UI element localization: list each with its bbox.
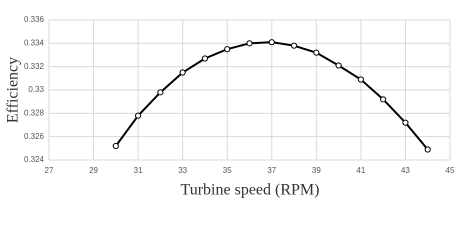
x-tick-label: 41 (356, 166, 365, 175)
marker (424, 146, 431, 153)
y-tick-label: 0.326 (24, 132, 45, 141)
x-tick-label: 27 (45, 166, 54, 175)
chart: Efficiency Turbine speed (RPM) 0.324 0.32… (5, 15, 455, 199)
y-tick-label: 0.334 (24, 38, 45, 47)
marker (201, 55, 209, 62)
x-tick-label: 43 (401, 166, 410, 175)
x-tick-label: 29 (89, 166, 98, 175)
marker (268, 39, 275, 46)
x-tick-label: 37 (267, 166, 276, 175)
x-tick-label: 31 (134, 166, 143, 175)
marker (313, 49, 320, 56)
y-tick-label: 0.33 (28, 85, 44, 94)
marker (112, 142, 119, 150)
marker (135, 112, 142, 119)
x-axis-title: Turbine speed (RPM) (181, 182, 320, 199)
marker (335, 62, 342, 69)
marker (357, 76, 364, 83)
marker (402, 119, 409, 126)
x-tick-label: 39 (312, 166, 321, 175)
y-tick-label: 0.324 (24, 155, 45, 164)
marker (380, 96, 387, 103)
y-tick-label: 0.332 (24, 62, 45, 71)
y-axis-title: Efficiency (5, 57, 22, 123)
y-tick-label: 0.336 (24, 15, 45, 24)
x-tick-label: 35 (223, 166, 232, 175)
marker (224, 46, 231, 53)
marker (179, 69, 186, 76)
marker (157, 89, 164, 96)
x-tick-label: 45 (446, 166, 455, 175)
y-tick-label: 0.328 (24, 108, 45, 117)
x-tick-label: 33 (178, 166, 187, 175)
marker (290, 42, 298, 49)
marker (246, 40, 253, 47)
